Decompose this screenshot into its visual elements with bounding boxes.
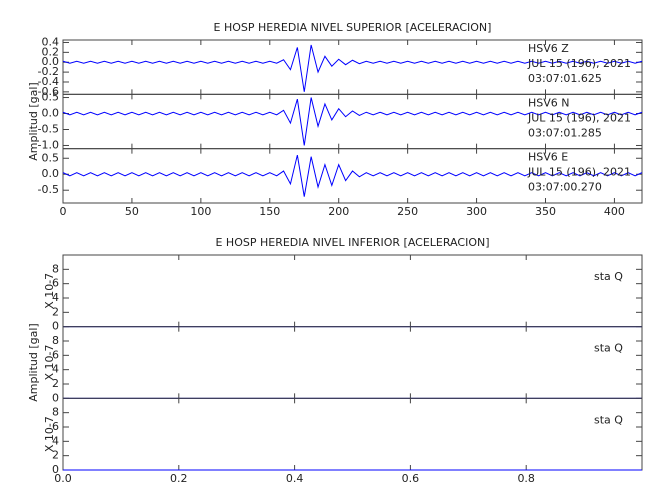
- y-tick-label: -0.6: [38, 85, 59, 98]
- date-label: JUL 15 (196), 2021: [527, 166, 631, 179]
- x-tick-label: 300: [466, 205, 487, 218]
- date-label: JUL 15 (196), 2021: [527, 111, 631, 124]
- y-tick-label: -0.5: [38, 183, 59, 196]
- unit-label: X 10-7: [43, 273, 56, 309]
- y-axis-label: Amplitud [gal]: [27, 323, 40, 401]
- x-tick-label: 200: [328, 205, 349, 218]
- y-tick-label: 8: [52, 334, 59, 347]
- unit-label: X 10-7: [43, 345, 56, 381]
- y-tick-label: 4: [52, 291, 59, 304]
- time-label: 03:07:00.270: [528, 181, 602, 194]
- station-label: sta Q: [594, 270, 623, 283]
- station-label: HSV6 Z: [528, 42, 569, 55]
- y-tick-label: 0: [52, 463, 59, 476]
- y-tick-label: 2: [52, 305, 59, 318]
- panel-title: E HOSP HEREDIA NIVEL INFERIOR [ACELERACI…: [215, 236, 489, 249]
- y-tick-label: 0.4: [42, 35, 60, 48]
- y-tick-label: 4: [52, 434, 59, 447]
- y-tick-label: -0.5: [38, 122, 59, 135]
- x-tick-label: 400: [604, 205, 625, 218]
- y-tick-label: 0.0: [42, 55, 60, 68]
- y-tick-label: 0.0: [42, 167, 60, 180]
- x-tick-label: 150: [259, 205, 280, 218]
- x-tick-label: 0.4: [286, 472, 304, 485]
- time-label: 03:07:01.625: [528, 72, 602, 85]
- y-tick-label: -1.0: [38, 138, 59, 151]
- trace-line: [62, 44, 643, 92]
- y-tick-label: 6: [52, 277, 59, 290]
- x-tick-label: 0: [60, 205, 67, 218]
- station-label: sta Q: [594, 413, 623, 426]
- y-tick-label: 2: [52, 377, 59, 390]
- panel-title: E HOSP HEREDIA NIVEL SUPERIOR [ACELERACI…: [214, 21, 492, 34]
- y-tick-label: 2: [52, 449, 59, 462]
- trace-frame: [62, 326, 643, 399]
- x-tick-label: 50: [125, 205, 139, 218]
- y-tick-label: -0.4: [38, 75, 59, 88]
- time-label: 03:07:01.285: [528, 126, 602, 139]
- x-tick-label: 0.0: [54, 472, 72, 485]
- x-tick-label: 100: [190, 205, 211, 218]
- station-label: sta Q: [594, 342, 623, 355]
- trace-frame: [62, 397, 643, 471]
- y-tick-label: 8: [52, 262, 59, 275]
- station-label: HSV6 N: [528, 96, 570, 109]
- y-tick-label: 0.2: [42, 45, 60, 58]
- trace-frame: [62, 148, 643, 204]
- x-tick-label: 350: [535, 205, 556, 218]
- y-tick-label: 0.0: [42, 107, 60, 120]
- y-tick-label: 6: [52, 348, 59, 361]
- date-label: JUL 15 (196), 2021: [527, 57, 631, 70]
- trace-line: [62, 154, 643, 197]
- trace-line: [62, 97, 643, 146]
- x-tick-label: 250: [397, 205, 418, 218]
- x-tick-label: 0.2: [170, 472, 188, 485]
- y-tick-label: 0.5: [42, 151, 60, 164]
- x-tick-label: 0.8: [517, 472, 535, 485]
- y-tick-label: 0: [52, 320, 59, 333]
- station-label: HSV6 E: [528, 151, 568, 164]
- x-tick-label: 0.6: [402, 472, 420, 485]
- y-axis-label: Amplitud [gal]: [27, 82, 40, 160]
- y-tick-label: -0.2: [38, 65, 59, 78]
- y-tick-label: 0: [52, 391, 59, 404]
- y-tick-label: 8: [52, 406, 59, 419]
- y-tick-label: 6: [52, 420, 59, 433]
- y-tick-label: 0.5: [42, 91, 60, 104]
- y-tick-label: 4: [52, 363, 59, 376]
- trace-frame: [62, 254, 643, 328]
- unit-label: X 10-7: [43, 416, 56, 452]
